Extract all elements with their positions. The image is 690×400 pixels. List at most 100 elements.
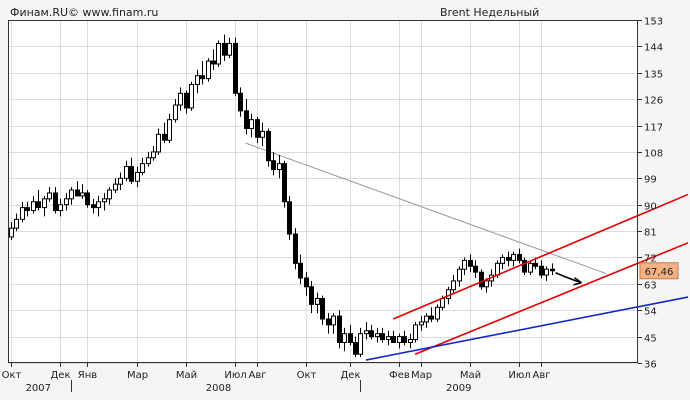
- grid: [8, 20, 638, 364]
- candle-body-down: [238, 92, 243, 112]
- candle: [42, 195, 47, 217]
- candle: [113, 178, 118, 193]
- candle-body-down: [222, 42, 227, 56]
- candle-body-down: [53, 192, 58, 212]
- candle-body-up: [435, 306, 440, 320]
- candle: [69, 187, 74, 205]
- candle-body-up: [80, 192, 85, 197]
- candle-body-up: [511, 254, 516, 261]
- candle-body-down: [550, 268, 555, 272]
- candle: [25, 201, 30, 217]
- candle: [386, 330, 391, 346]
- candle: [184, 90, 189, 114]
- candle-body-up: [277, 163, 282, 171]
- candle: [522, 257, 527, 276]
- candle: [353, 336, 358, 358]
- candle-body-down: [293, 233, 298, 264]
- trendline-channel-lower: [414, 242, 689, 355]
- x-axis: Окт Дек Янв Мар Май Июл Авг Окт Дек Фев Мар Май Июл А…: [2, 363, 551, 394]
- candle: [75, 181, 80, 197]
- candle-body-down: [468, 259, 473, 267]
- candle-body-up: [14, 218, 19, 229]
- candle-body-down: [506, 256, 511, 261]
- x-tick-label: Май: [176, 370, 197, 381]
- candle-body-down: [326, 318, 331, 326]
- last-price-tag: 67,46: [639, 262, 679, 280]
- candle: [435, 304, 440, 322]
- y-tick-label: 72: [644, 254, 657, 265]
- candle: [124, 160, 129, 182]
- candle-body-up: [227, 42, 232, 56]
- candle: [348, 324, 353, 346]
- x-tick-label: Июл: [508, 370, 530, 381]
- candle-body-up: [397, 336, 402, 343]
- candle: [550, 263, 555, 276]
- price-tag-label: 67,46: [645, 267, 674, 278]
- candle: [298, 254, 303, 284]
- candle: [282, 160, 287, 208]
- candle-body-down: [517, 254, 522, 261]
- candle-body-up: [462, 259, 467, 270]
- candle-body-up: [96, 201, 101, 209]
- candle-body-up: [484, 280, 489, 288]
- candle: [287, 195, 292, 240]
- x-tick-label: Фев: [389, 370, 410, 381]
- candle-body-up: [102, 198, 107, 203]
- candle-body-up: [375, 333, 380, 338]
- candle: [260, 122, 265, 147]
- candle-body-up: [528, 262, 533, 273]
- candle-body-down: [353, 341, 358, 355]
- candle-body-up: [31, 201, 36, 212]
- candle-body-down: [162, 133, 167, 141]
- candle: [96, 195, 101, 217]
- candle: [14, 213, 19, 232]
- candle: [326, 313, 331, 334]
- candle-body-down: [233, 42, 238, 94]
- candle-body-down: [369, 330, 374, 338]
- x-tick-label: Июл: [224, 370, 246, 381]
- candle-body-down: [266, 130, 271, 162]
- y-axis: 36 45 54 63 72 81 90 99 108 117 126 135 144 153: [638, 17, 663, 371]
- candle-body-up: [124, 166, 129, 179]
- candle-body-up: [386, 336, 391, 341]
- candle-body-up: [140, 163, 145, 173]
- candle-body-up: [331, 315, 336, 326]
- candle-body-down: [539, 265, 544, 276]
- candle-body-down: [391, 336, 396, 343]
- candle: [146, 151, 151, 167]
- candle-body-up: [167, 119, 172, 141]
- candle: [419, 316, 424, 331]
- candle-body-up: [156, 133, 161, 153]
- candle: [473, 260, 478, 278]
- candle-body-up: [408, 339, 413, 343]
- candle: [189, 81, 194, 111]
- candle-body-down: [473, 265, 478, 273]
- candle-body-up: [424, 315, 429, 323]
- candle: [156, 128, 161, 155]
- candle: [135, 166, 140, 188]
- candle: [85, 190, 90, 208]
- candle-body-up: [189, 83, 194, 109]
- y-tick-label: 135: [644, 70, 663, 81]
- candle: [129, 157, 134, 185]
- candle: [227, 37, 232, 59]
- candle: [216, 40, 221, 67]
- trendline-channel-upper: [392, 193, 689, 320]
- candle-body-down: [298, 262, 303, 279]
- candle: [506, 251, 511, 267]
- year-label: 2008: [206, 383, 231, 394]
- y-tick-label: 36: [644, 360, 657, 371]
- candle: [277, 154, 282, 179]
- y-tick-label: 117: [644, 123, 663, 134]
- candle-body-down: [271, 160, 276, 171]
- candle: [528, 260, 533, 276]
- candle-body-up: [419, 321, 424, 326]
- candle-body-down: [244, 110, 249, 129]
- candle-body-up: [178, 92, 183, 106]
- candle: [31, 195, 36, 214]
- source-label: Финам.RU© www.finam.ru: [10, 6, 158, 19]
- candle-body-down: [36, 201, 41, 209]
- candle: [244, 99, 249, 135]
- x-tick-label: Дек: [340, 370, 360, 381]
- candle-body-up: [173, 104, 178, 121]
